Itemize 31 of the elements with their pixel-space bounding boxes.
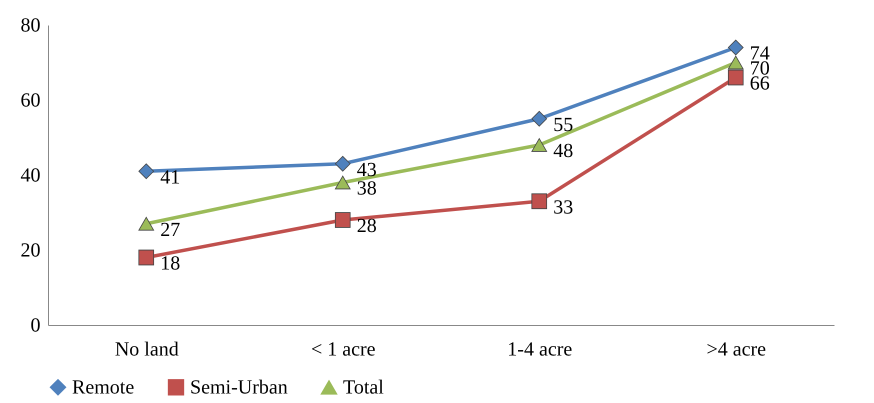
point: [728, 40, 744, 56]
point: [138, 216, 154, 231]
legend-label: Remote: [72, 376, 134, 398]
y-tick-label: 80: [20, 14, 40, 36]
point: [334, 212, 351, 228]
point: [728, 70, 744, 86]
y-tick-label: 60: [20, 90, 40, 112]
x-tick-label: < 1 acre: [310, 338, 376, 360]
data-label: 48: [553, 140, 574, 162]
point: [728, 56, 744, 70]
y-tick-label: 0: [30, 314, 40, 336]
y-tick-label: 40: [20, 164, 40, 186]
y-tick-label: 20: [20, 240, 40, 262]
data-label: 27: [160, 218, 180, 241]
data-label: 55: [553, 114, 574, 136]
point: [138, 250, 154, 266]
data-label: 18: [160, 252, 180, 274]
data-label: 28: [356, 215, 377, 237]
x-tick-label: >4 acre: [706, 338, 766, 360]
point: [531, 138, 548, 152]
data-label: 33: [553, 196, 574, 218]
point: [138, 163, 154, 180]
legend-label: Semi-Urban: [190, 376, 288, 398]
point: [334, 176, 351, 190]
x-tick-label: 1-4 acre: [507, 338, 572, 360]
legend-label: Total: [343, 376, 384, 398]
point: [531, 193, 548, 210]
point: [334, 156, 351, 172]
x-tick-label: No land: [114, 338, 179, 360]
point: [531, 110, 548, 127]
data-label: 41: [160, 166, 180, 188]
